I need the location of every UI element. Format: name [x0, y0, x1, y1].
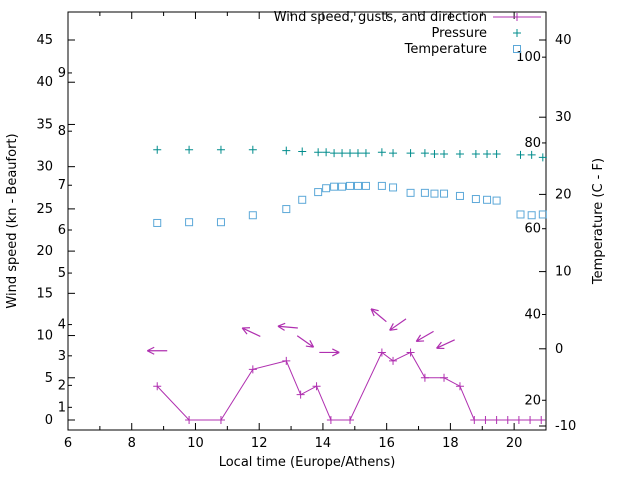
wind-arrow	[415, 330, 434, 342]
beaufort-tick-label: 7	[58, 178, 66, 193]
beaufort-tick-label: 8	[58, 124, 66, 139]
x-tick-label: 14	[315, 436, 332, 451]
x-tick-label: 10	[187, 436, 204, 451]
x-tick-label: 8	[128, 436, 136, 451]
beaufort-ticks: 1 2 3 4 5 6 7 8 9	[58, 66, 72, 415]
celsius-tick-label: 10	[555, 265, 572, 280]
celsius-tick-label: 0	[555, 342, 563, 357]
legend-label-1: Pressure	[431, 26, 487, 41]
legend: Wind speed, gusts, and directionPressure…	[274, 10, 541, 57]
kn-tick-label: 10	[36, 329, 53, 344]
kn-tick-label: 25	[36, 202, 53, 217]
fahrenheit-tick-label: 40	[524, 307, 541, 322]
x-tick-label: 16	[378, 436, 395, 451]
beaufort-tick-label: 9	[58, 66, 66, 81]
wind-arrow	[277, 322, 298, 331]
fahrenheit-tick-label: 60	[524, 222, 541, 237]
x-tick-label: 6	[64, 436, 72, 451]
x-axis-title: Local time (Europe/Athens)	[219, 455, 396, 470]
wind-arrow	[146, 346, 168, 355]
beaufort-tick-label: 3	[58, 349, 66, 364]
fahrenheit-ticks: 20 40 60 80 100	[516, 50, 546, 408]
wind-arrow	[370, 308, 387, 323]
beaufort-tick-label: 6	[58, 223, 66, 238]
wind-arrow	[436, 339, 455, 350]
kn-tick-label: 15	[36, 286, 53, 301]
legend-label-2: Temperature	[404, 42, 487, 57]
legend-label-0: Wind speed, gusts, and direction	[274, 10, 487, 25]
plot-border	[67, 11, 547, 431]
kn-tick-label: 5	[45, 371, 53, 386]
kn-tick-label: 20	[36, 244, 53, 259]
celsius-tick-label: 30	[555, 110, 572, 125]
wind-arrow	[319, 348, 340, 357]
y-right-ticks: -10 0 10 20 30 40	[539, 33, 576, 434]
wind-direction-arrows	[146, 308, 455, 357]
x-tick-label: 18	[442, 436, 459, 451]
wind-speed-series	[153, 348, 546, 424]
beaufort-tick-label: 2	[58, 378, 66, 393]
kn-tick-label: 0	[45, 413, 53, 428]
y-right-axis-title: Temperature (C - F)	[591, 158, 606, 285]
kn-tick-label: 35	[36, 117, 53, 132]
x-tick-label: 12	[251, 436, 268, 451]
kn-tick-label: 40	[36, 75, 53, 90]
kn-tick-label: 45	[36, 33, 53, 48]
beaufort-tick-label: 4	[58, 318, 66, 333]
fahrenheit-tick-label: 20	[524, 393, 541, 408]
temperature-series	[153, 181, 547, 227]
x-tick-label: 20	[506, 436, 523, 451]
wind-arrow	[241, 327, 261, 337]
wind-arrow	[296, 335, 315, 348]
fahrenheit-tick-label: 100	[516, 50, 541, 65]
celsius-tick-label: 40	[555, 33, 572, 48]
fahrenheit-tick-label: 80	[524, 136, 541, 151]
pressure-series	[153, 145, 547, 162]
celsius-tick-label: -10	[555, 419, 576, 434]
y-left-axis-title: Wind speed (kn - Beaufort)	[5, 133, 20, 308]
wind-arrow	[389, 318, 407, 331]
beaufort-tick-label: 5	[58, 266, 66, 281]
x-axis-ticks: 6 8 10 12 14 16 18 20	[64, 12, 547, 451]
celsius-tick-label: 20	[555, 187, 572, 202]
kn-tick-label: 30	[36, 160, 53, 175]
beaufort-tick-label: 1	[58, 400, 66, 415]
